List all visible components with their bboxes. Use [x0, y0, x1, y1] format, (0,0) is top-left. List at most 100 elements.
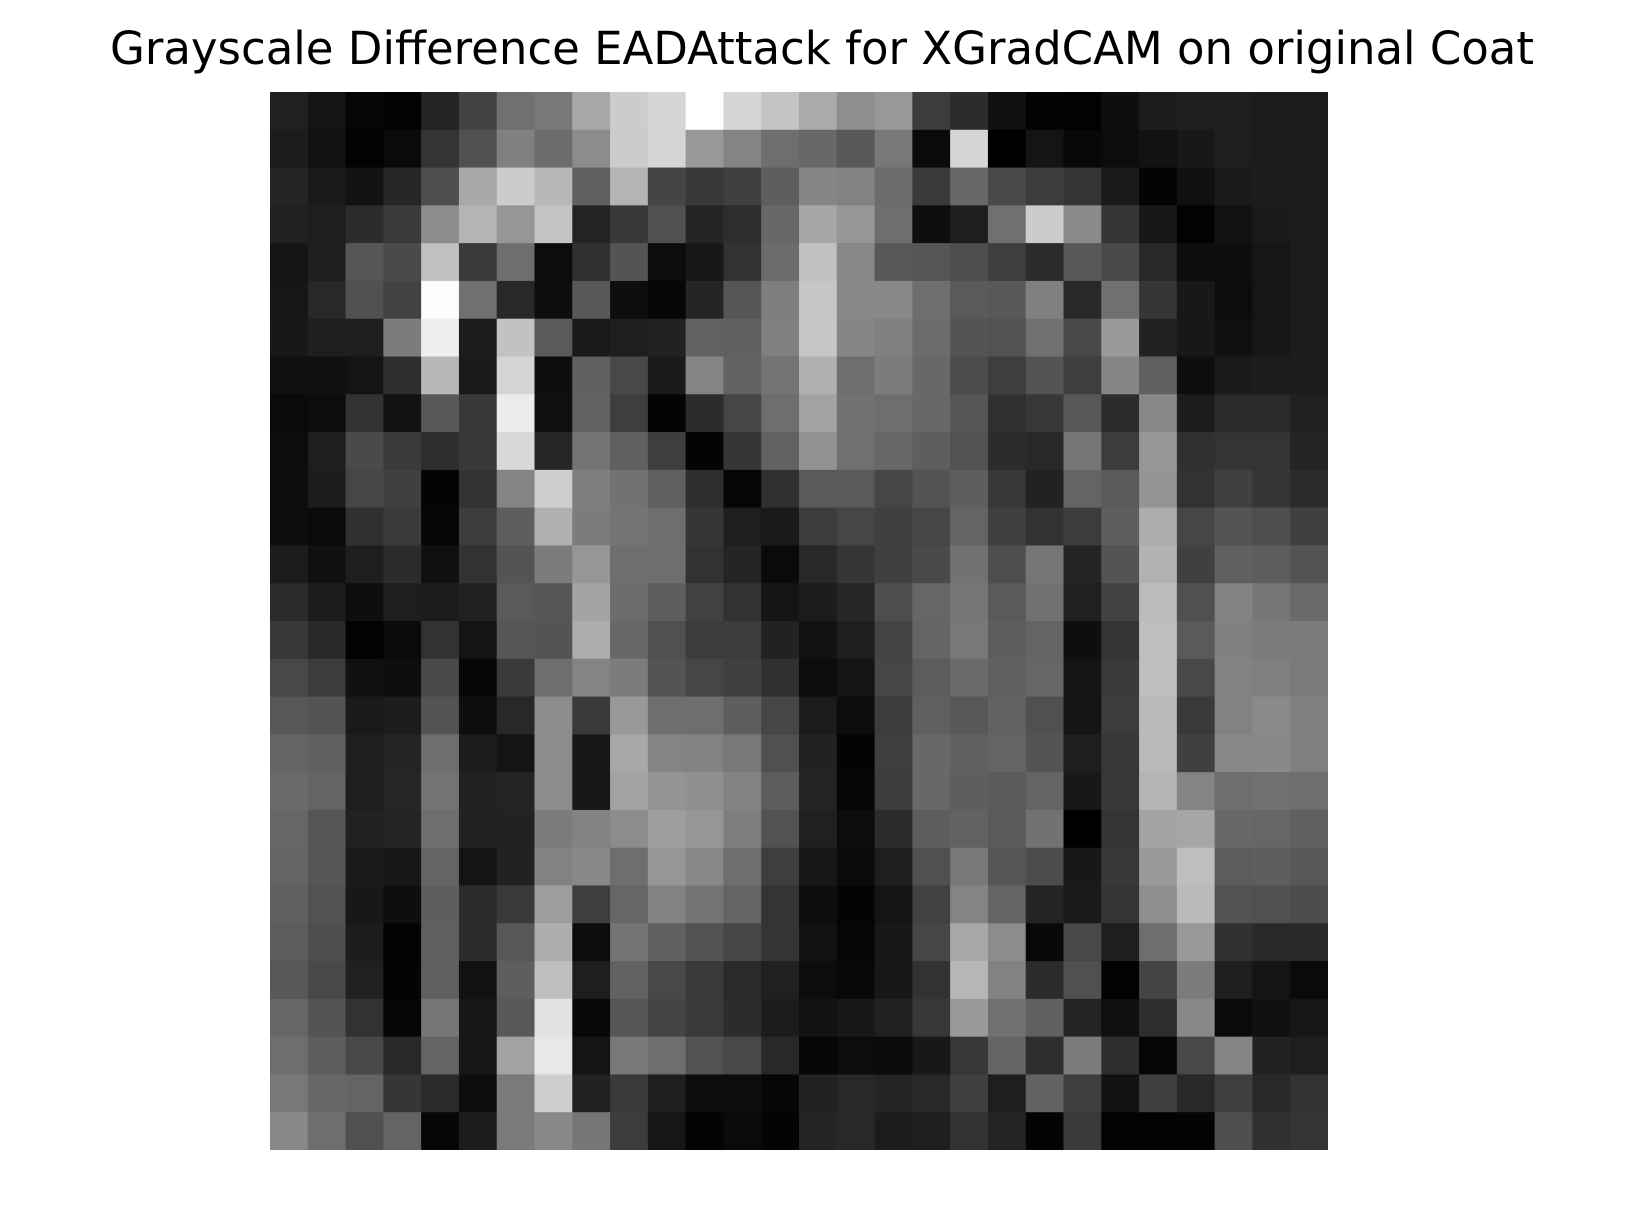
heatmap-cell-r10-c5	[458, 469, 498, 509]
heatmap-cell-r0-c18	[950, 92, 989, 131]
heatmap-cell-r25-c20	[1025, 1036, 1065, 1076]
heatmap-cell-r0-c6	[496, 92, 536, 131]
heatmap-cell-r19-c0	[270, 809, 309, 849]
heatmap-cell-r20-c20	[1025, 847, 1065, 887]
heatmap-cell-r9-c22	[1101, 432, 1140, 471]
heatmap-cell-r22-c7	[534, 923, 573, 962]
heatmap-cell-r17-c0	[270, 734, 309, 773]
heatmap-cell-r19-c20	[1025, 809, 1065, 849]
heatmap-cell-r23-c18	[950, 961, 989, 1000]
heatmap-cell-r2-c3	[383, 167, 422, 206]
heatmap-cell-r21-c10	[647, 885, 687, 924]
heatmap-cell-r6-c9	[610, 318, 649, 358]
heatmap-cell-r9-c27	[1290, 432, 1328, 471]
chart-title: Grayscale Difference EADAttack for XGrad…	[109, 22, 1535, 75]
heatmap-cell-r21-c12	[723, 885, 762, 924]
heatmap-cell-r9-c9	[610, 432, 649, 471]
heatmap-cell-r14-c1	[307, 621, 347, 660]
heatmap-cell-r0-c24	[1176, 92, 1216, 131]
heatmap-cell-r6-c26	[1252, 318, 1291, 358]
heatmap-cell-r23-c15	[836, 961, 876, 1000]
heatmap-cell-r12-c24	[1176, 545, 1216, 584]
heatmap-cell-r10-c25	[1214, 469, 1254, 509]
heatmap-cell-r8-c0	[270, 394, 309, 433]
heatmap-cell-r27-c26	[1252, 1112, 1291, 1150]
heatmap-cell-r16-c3	[383, 696, 422, 735]
heatmap-cell-r13-c3	[383, 583, 422, 622]
heatmap-cell-r2-c16	[874, 167, 913, 206]
heatmap-cell-r7-c16	[874, 356, 913, 395]
heatmap-cell-r21-c9	[610, 885, 649, 924]
heatmap-cell-r14-c17	[912, 621, 951, 660]
heatmap-cell-r19-c21	[1063, 809, 1102, 849]
heatmap-cell-r8-c22	[1101, 394, 1140, 433]
heatmap-cell-r4-c21	[1063, 243, 1102, 282]
heatmap-cell-r14-c16	[874, 621, 913, 660]
heatmap-cell-r5-c9	[610, 280, 649, 320]
heatmap-cell-r21-c15	[836, 885, 876, 924]
heatmap-cell-r17-c12	[723, 734, 762, 773]
heatmap-cell-r6-c12	[723, 318, 762, 358]
heatmap-cell-r1-c26	[1252, 129, 1291, 169]
heatmap-cell-r6-c22	[1101, 318, 1140, 358]
heatmap-cell-r12-c18	[950, 545, 989, 584]
heatmap-cell-r9-c23	[1139, 432, 1178, 471]
heatmap-cell-r8-c10	[647, 394, 687, 433]
heatmap-cell-r2-c13	[761, 167, 800, 206]
heatmap-cell-r12-c19	[987, 545, 1027, 584]
heatmap-cell-r19-c11	[685, 809, 725, 849]
heatmap-cell-r3-c16	[874, 205, 913, 244]
heatmap-cell-r15-c8	[572, 658, 611, 698]
heatmap-cell-r8-c17	[912, 394, 951, 433]
heatmap-cell-r22-c11	[685, 923, 725, 962]
heatmap-cell-r6-c20	[1025, 318, 1065, 358]
heatmap-cell-r20-c3	[383, 847, 422, 887]
heatmap-cell-r20-c12	[723, 847, 762, 887]
heatmap-cell-r23-c21	[1063, 961, 1102, 1000]
heatmap-cell-r12-c4	[421, 545, 460, 584]
heatmap-cell-r4-c10	[647, 243, 687, 282]
heatmap-cell-r17-c9	[610, 734, 649, 773]
heatmap-cell-r23-c6	[496, 961, 536, 1000]
heatmap-cell-r22-c25	[1214, 923, 1254, 962]
heatmap-cell-r15-c1	[307, 658, 347, 698]
heatmap-cell-r4-c23	[1139, 243, 1178, 282]
heatmap-cell-r17-c19	[987, 734, 1027, 773]
heatmap-cell-r6-c0	[270, 318, 309, 358]
heatmap-cell-r10-c22	[1101, 469, 1140, 509]
heatmap-cell-r6-c4	[421, 318, 460, 358]
heatmap-cell-r4-c27	[1290, 243, 1328, 282]
heatmap-cell-r6-c11	[685, 318, 725, 358]
heatmap-cell-r22-c6	[496, 923, 536, 962]
heatmap-cell-r0-c21	[1063, 92, 1102, 131]
heatmap-cell-r20-c10	[647, 847, 687, 887]
heatmap-cell-r27-c4	[421, 1112, 460, 1150]
heatmap-cell-r23-c7	[534, 961, 573, 1000]
heatmap-cell-r21-c24	[1176, 885, 1216, 924]
heatmap-cell-r8-c27	[1290, 394, 1328, 433]
heatmap-cell-r15-c7	[534, 658, 573, 698]
heatmap-cell-r26-c8	[572, 1074, 611, 1113]
heatmap-cell-r24-c10	[647, 998, 687, 1038]
heatmap-cell-r3-c9	[610, 205, 649, 244]
heatmap-cell-r17-c24	[1176, 734, 1216, 773]
heatmap-cell-r5-c7	[534, 280, 573, 320]
heatmap-cell-r19-c9	[610, 809, 649, 849]
heatmap-cell-r27-c1	[307, 1112, 347, 1150]
heatmap-cell-r5-c12	[723, 280, 762, 320]
heatmap-cell-r1-c7	[534, 129, 573, 169]
heatmap-cell-r0-c10	[647, 92, 687, 131]
heatmap-cell-r26-c14	[799, 1074, 838, 1113]
heatmap-cell-r27-c17	[912, 1112, 951, 1150]
heatmap-cell-r12-c20	[1025, 545, 1065, 584]
heatmap-cell-r17-c7	[534, 734, 573, 773]
heatmap-cell-r9-c25	[1214, 432, 1254, 471]
heatmap-cell-r13-c6	[496, 583, 536, 622]
heatmap-cell-r10-c8	[572, 469, 611, 509]
heatmap-cell-r25-c26	[1252, 1036, 1291, 1076]
heatmap-cell-r4-c12	[723, 243, 762, 282]
heatmap-cell-r16-c9	[610, 696, 649, 735]
heatmap-cell-r21-c16	[874, 885, 913, 924]
heatmap-cell-r18-c26	[1252, 772, 1291, 811]
heatmap-cell-r27-c19	[987, 1112, 1027, 1150]
